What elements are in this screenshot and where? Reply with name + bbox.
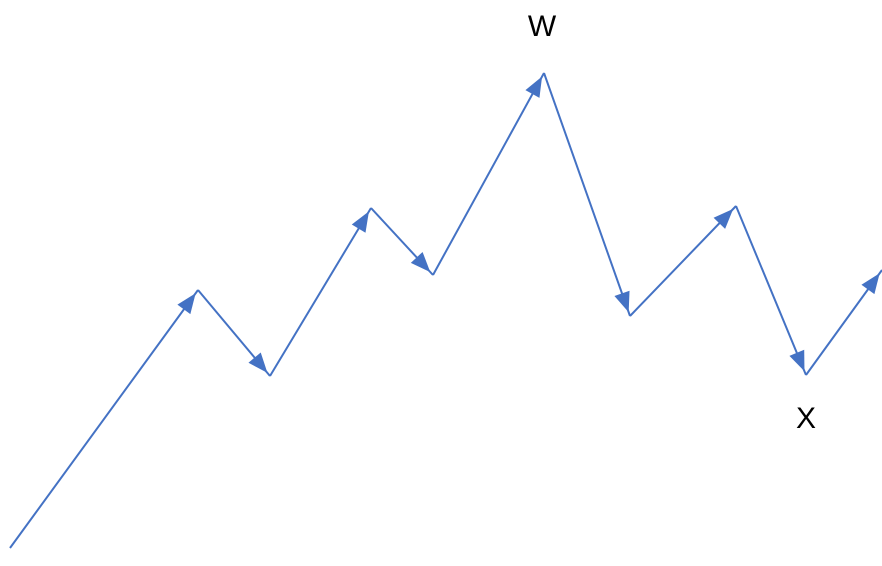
wave-segment — [629, 205, 737, 317]
wave-segment — [9, 289, 199, 549]
arrowhead-icon — [525, 76, 543, 98]
label-w: W — [528, 10, 557, 43]
arrowhead-icon — [410, 251, 431, 273]
wave-segment — [432, 72, 545, 276]
arrowhead-icon — [351, 211, 369, 233]
arrowhead-icon — [177, 293, 196, 315]
arrowhead-icon — [248, 352, 268, 373]
arrowhead-icon — [789, 349, 805, 372]
label-x: X — [796, 402, 816, 435]
wave-segment — [543, 72, 631, 317]
arrowhead-icon — [861, 273, 880, 295]
wave-segment — [735, 205, 807, 376]
wave-path — [9, 72, 882, 549]
wave-segment — [269, 207, 372, 377]
arrowhead-icon — [614, 290, 630, 313]
arrowhead-icon — [713, 208, 734, 229]
